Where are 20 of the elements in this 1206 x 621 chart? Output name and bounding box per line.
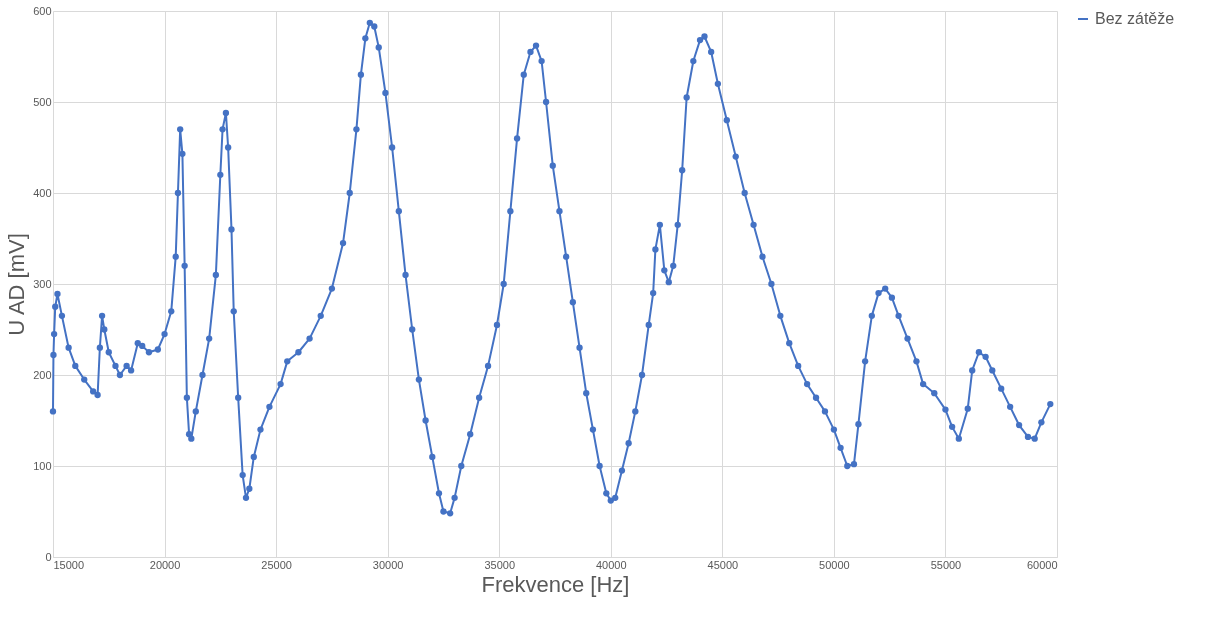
x-axis-title: Frekvence [Hz] [481,571,630,597]
y-tick-label: 200 [33,368,52,381]
y-tick-label: 400 [33,186,52,199]
y-tick-label: 0 [45,550,52,563]
y-axis-title: U AD [mV] [4,233,30,336]
y-tick-label: 100 [33,459,52,472]
x-tick-label: 25000 [261,558,292,571]
legend-label: Bez zátěže [1095,10,1175,27]
x-tick-label: 40000 [595,558,627,571]
x-tick-label: 35000 [484,558,516,571]
x-tick-label: 60000 [1026,558,1058,571]
y-tick-label: 500 [33,95,52,108]
x-tick-label: 45000 [707,558,739,571]
x-tick-label: 30000 [372,558,404,571]
x-tick-label: 15000 [53,558,85,571]
x-tick-label: 55000 [930,558,962,571]
y-tick-label: 300 [33,277,52,290]
x-tick-label: 50000 [819,558,850,571]
y-tick-label: 600 [33,4,52,17]
x-tick-label: 20000 [149,558,181,571]
